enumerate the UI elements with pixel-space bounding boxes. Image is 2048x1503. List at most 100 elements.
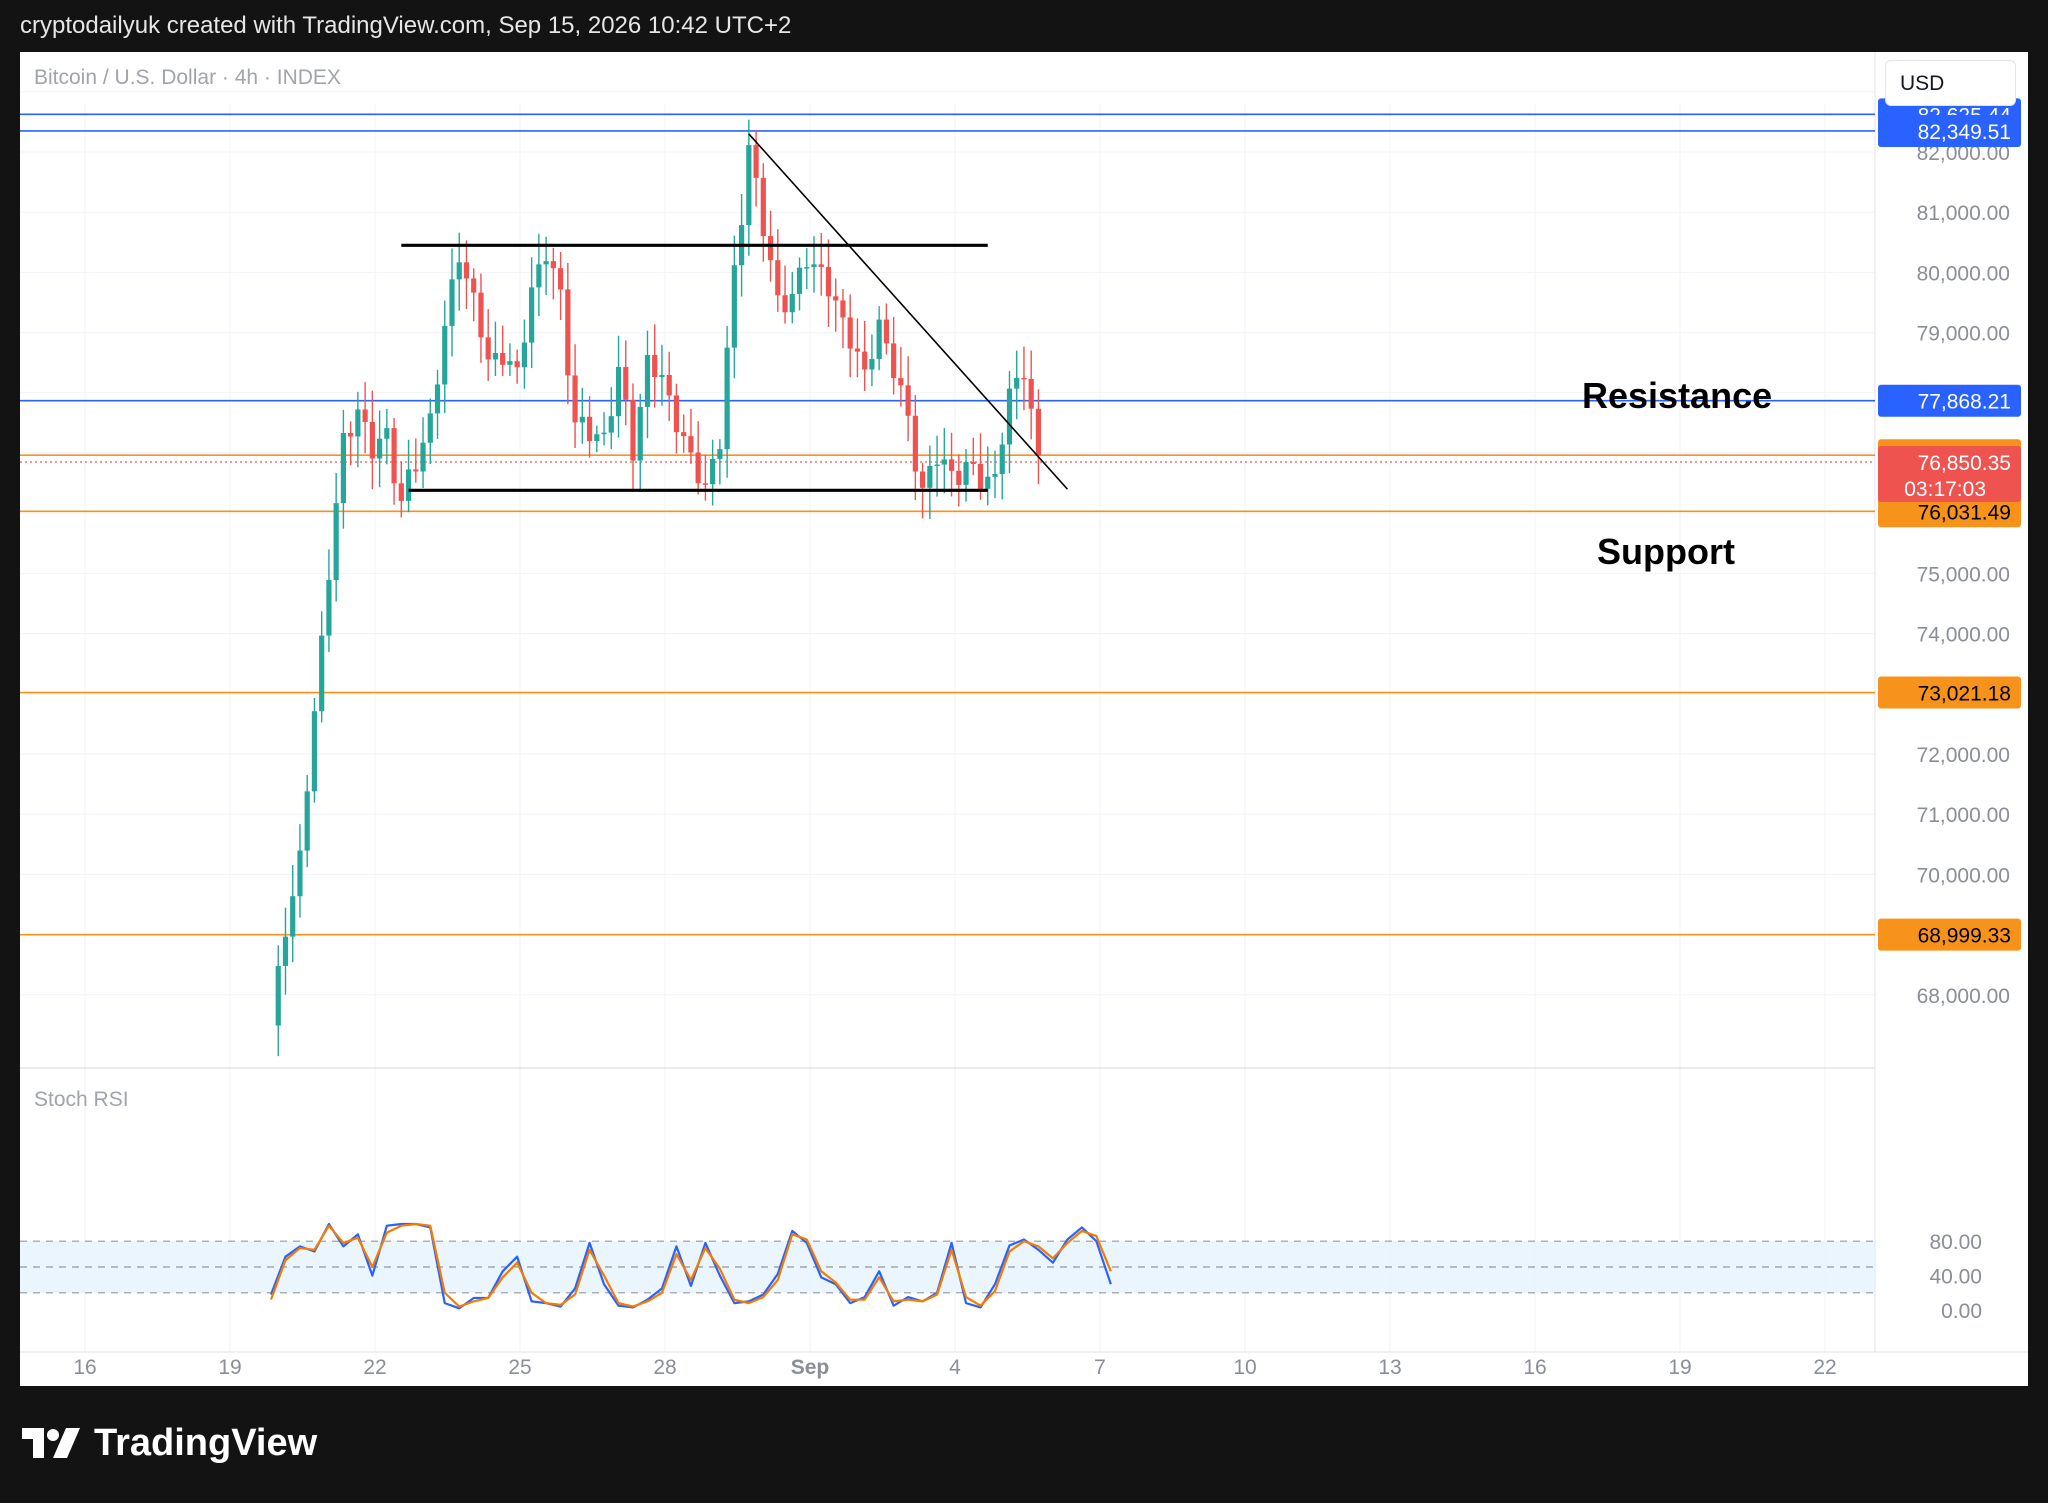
candle-body <box>891 343 897 379</box>
price-label-box <box>1878 495 2021 528</box>
candle-body <box>833 296 839 301</box>
candle-body <box>695 452 701 484</box>
candle-body <box>565 289 571 376</box>
tradingview-logo: TradingView <box>22 1422 317 1465</box>
candle-body <box>767 236 774 261</box>
current-price-box <box>1878 446 2021 503</box>
candle-body <box>369 421 375 459</box>
stoch-rsi-band <box>20 1240 1875 1294</box>
candle-body <box>536 264 542 288</box>
candle-body <box>377 438 383 459</box>
price-label-text: 73,021.18 <box>1918 683 2011 706</box>
time-tick-label: 16 <box>1523 1356 1546 1379</box>
candle-body <box>753 145 759 178</box>
candle-body <box>471 278 477 293</box>
candle-body <box>543 261 549 265</box>
time-axis: 16 19 22 25 28 Sep 4 7 10 13 16 19 22 <box>73 1356 1836 1379</box>
currency-selector[interactable]: USD <box>1885 60 2016 106</box>
candle-body <box>862 351 868 370</box>
candle-body <box>804 267 810 269</box>
candle-body <box>652 354 658 377</box>
candle-body <box>948 459 955 471</box>
candle-body <box>920 471 926 488</box>
chart-canvas[interactable]: 82,000.00 81,000.00 80,000.00 79,000.00 75,0… <box>20 52 2028 1386</box>
candle-body <box>985 476 991 489</box>
candle-body <box>463 262 470 279</box>
candle-body <box>507 361 513 365</box>
candle-body <box>521 342 527 368</box>
candle-body <box>601 432 607 435</box>
candle-body <box>485 337 491 360</box>
candle-body <box>608 416 614 433</box>
candle-body <box>970 461 976 464</box>
candle-body <box>1028 378 1034 409</box>
price-label-box <box>1878 114 2021 147</box>
candle-body <box>478 292 484 338</box>
candle-body <box>333 503 339 581</box>
candle-body <box>550 261 556 269</box>
price-label-box <box>1878 918 2021 951</box>
candle-body <box>941 459 947 465</box>
stoch-tick-label: 80.00 <box>1929 1231 1982 1254</box>
candle-body <box>275 965 281 1026</box>
candle-body <box>912 415 918 472</box>
candle-body <box>615 366 622 417</box>
candle-body <box>825 266 832 297</box>
time-tick-label: 25 <box>508 1356 531 1379</box>
candle-body <box>427 413 433 443</box>
time-tick-label: 28 <box>653 1356 676 1379</box>
candle-body <box>362 409 368 422</box>
candle-body <box>586 416 593 442</box>
candle-body <box>384 428 390 439</box>
time-tick-label: 22 <box>363 1356 386 1379</box>
chart-area[interactable]: 82,000.00 81,000.00 80,000.00 79,000.00 75,0… <box>20 52 2028 1386</box>
candle-body <box>876 319 882 359</box>
candle-body <box>572 375 578 423</box>
candle-body <box>1006 388 1013 445</box>
candle-body <box>492 353 499 360</box>
candle-body <box>956 470 962 485</box>
tradingview-wordmark: TradingView <box>94 1422 318 1464</box>
price-tick-label: 68,000.00 <box>1917 985 2010 1008</box>
current-price-text: 76,850.35 <box>1918 452 2011 475</box>
stoch-tick-label: 0.00 <box>1941 1300 1982 1323</box>
candle-body <box>1021 377 1027 380</box>
descending-trendline <box>748 133 1068 490</box>
candle-body <box>854 348 861 352</box>
support-annotation: Support <box>1597 531 1735 572</box>
candle-body <box>1014 377 1020 389</box>
time-tick-label: 4 <box>949 1356 961 1379</box>
candle-body <box>688 436 694 453</box>
candle-body <box>391 428 397 484</box>
candle-body <box>297 850 303 897</box>
candle-body <box>623 366 629 400</box>
price-tick-label: 82,000.00 <box>1917 142 2010 165</box>
time-tick-label: 10 <box>1233 1356 1256 1379</box>
candle-body <box>405 469 412 501</box>
price-tick-label: 75,000.00 <box>1917 563 2010 586</box>
candle-body <box>840 300 846 318</box>
stoch-rsi-d-line <box>269 1222 1112 1308</box>
price-label-box <box>1878 676 2021 709</box>
candle-body <box>883 319 889 344</box>
symbol-title: Bitcoin / U.S. Dollar · 4h · INDEX <box>34 66 341 89</box>
time-tick-label: 16 <box>73 1356 96 1379</box>
time-tick-label: 19 <box>218 1356 241 1379</box>
time-tick-label: Sep <box>791 1356 830 1379</box>
candle-body <box>420 442 426 472</box>
candle-body <box>724 347 730 450</box>
candle-body <box>500 353 506 365</box>
price-tick-label: 74,000.00 <box>1917 624 2010 647</box>
price-label-text: 82,349.51 <box>1918 121 2011 144</box>
stoch-tick-label: 40.00 <box>1929 1266 1982 1289</box>
price-tick-label: 71,000.00 <box>1917 804 2010 827</box>
candlestick-series <box>275 119 1042 1057</box>
candle-body <box>869 358 875 370</box>
candle-body <box>326 580 332 636</box>
candle-body <box>630 399 636 461</box>
grid <box>20 52 2028 1353</box>
price-label-box <box>1878 384 2021 417</box>
stoch-rsi-series <box>269 1222 1112 1310</box>
time-tick-label: 22 <box>1813 1356 1836 1379</box>
stoch-rsi-title: Stoch RSI <box>34 1088 129 1111</box>
